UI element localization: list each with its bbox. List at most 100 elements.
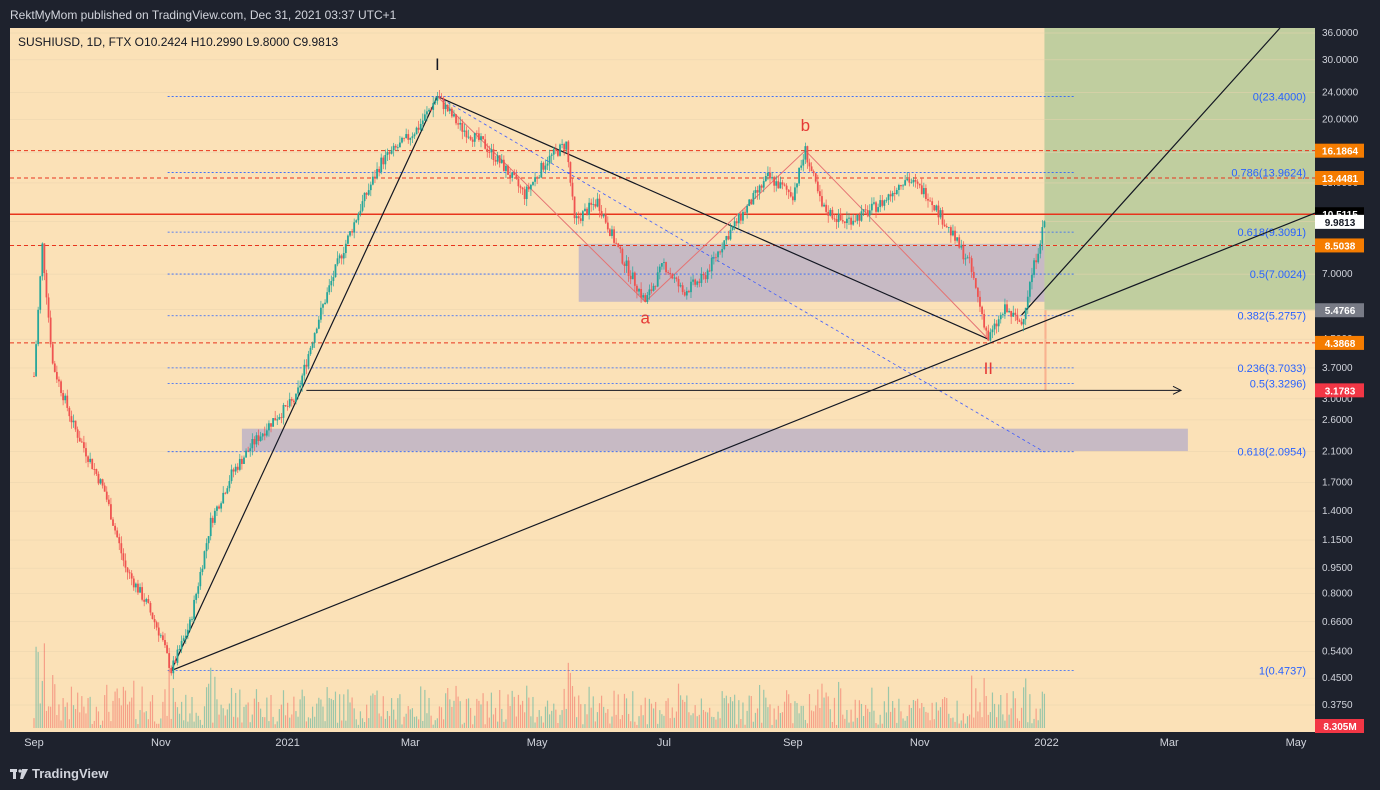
candle-body: [868, 210, 871, 216]
volume-bar: [646, 724, 648, 728]
volume-bar: [226, 709, 228, 728]
volume-bar: [470, 707, 472, 728]
volume-bar: [738, 700, 740, 728]
candle-body: [494, 159, 497, 162]
candle-body: [288, 399, 291, 407]
volume-bar: [382, 696, 384, 728]
volume-bar: [276, 721, 278, 728]
volume-bar: [869, 711, 871, 728]
volume-bar: [403, 716, 405, 728]
price-chart[interactable]: 0(23.4000) 0.786(13.9624) 0.618(9.3091) 0.5…: [0, 28, 1380, 752]
volume-bar: [43, 643, 45, 728]
candle-body: [359, 210, 362, 214]
candle-body: [571, 182, 574, 197]
candle-body: [823, 204, 825, 207]
volume-bar: [636, 724, 638, 728]
tradingview-logo[interactable]: TradingView: [10, 766, 108, 781]
volume-bar: [114, 691, 116, 728]
wave-label: II: [984, 359, 993, 378]
candle-body: [904, 180, 907, 186]
volume-bar: [1000, 694, 1002, 728]
volume-bar: [569, 672, 572, 728]
volume-bar: [702, 709, 705, 728]
volume-bar: [52, 675, 54, 728]
volume-bar: [62, 698, 64, 728]
volume-bar: [746, 710, 748, 728]
volume-bar: [761, 722, 763, 728]
volume-bar: [800, 705, 802, 728]
candle-body: [850, 217, 852, 225]
volume-bar: [862, 716, 865, 728]
volume-bar: [328, 697, 330, 728]
volume-bar: [509, 706, 511, 728]
candle-body: [752, 192, 755, 205]
candle-body: [405, 134, 408, 138]
candle-body: [983, 313, 986, 328]
y-tick-label: 2.1000: [1322, 446, 1353, 457]
candle-body: [775, 181, 778, 186]
volume-bar: [77, 692, 79, 728]
candle-body: [436, 96, 439, 101]
volume-bar: [212, 722, 214, 728]
candle-body: [182, 638, 185, 641]
time-axis[interactable]: Sep Nov 2021 Mar May Jul Sep Nov 2022 Mar May: [24, 737, 1307, 749]
price-tag: [1315, 383, 1364, 398]
candle-body: [685, 290, 688, 296]
candle-body: [656, 272, 659, 287]
volume-bar: [1014, 698, 1016, 728]
candle-body: [62, 392, 65, 401]
candle-body: [848, 217, 850, 219]
candle-body: [114, 525, 116, 531]
candle-body: [378, 168, 381, 173]
volume-bar: [638, 716, 640, 728]
volume-bar: [723, 698, 725, 728]
volume-bar: [1004, 720, 1006, 728]
candle-body: [721, 249, 724, 253]
candle-body: [758, 185, 761, 193]
volume-bar: [792, 723, 794, 728]
volume-bar: [977, 711, 979, 728]
volume-bar: [763, 689, 765, 728]
volume-bar: [815, 705, 817, 728]
volume-bar: [917, 698, 919, 728]
volume-bar: [682, 699, 684, 728]
candle-body: [282, 405, 285, 418]
volume-bar: [609, 723, 611, 728]
candle-body: [519, 186, 522, 188]
volume-bar: [445, 693, 447, 728]
candle-body: [120, 543, 123, 554]
candle-body: [209, 517, 212, 537]
volume-bar: [124, 690, 127, 728]
volume-bar: [925, 711, 927, 728]
volume-bar: [588, 686, 590, 728]
volume-bar: [819, 708, 821, 728]
volume-bar: [661, 714, 663, 728]
volume-bar: [189, 713, 191, 728]
volume-bar: [835, 724, 838, 728]
volume-bar: [129, 701, 131, 728]
candle-body: [540, 162, 543, 178]
volume-bar: [717, 711, 719, 728]
candle-body: [230, 469, 233, 482]
volume-bar: [216, 699, 218, 728]
volume-bar: [948, 713, 950, 728]
volume-bar: [578, 695, 580, 728]
fib-label: 0.618(2.0954): [1238, 447, 1307, 459]
volume-bar: [418, 719, 420, 728]
candle-body: [875, 202, 877, 212]
candle-body: [484, 139, 487, 149]
candle-body: [303, 364, 306, 376]
volume-bar: [1025, 678, 1027, 728]
fib-label: 0.618(9.3091): [1238, 227, 1307, 239]
price-tag-value: 5.4766: [1325, 306, 1356, 317]
volume-bar: [546, 700, 549, 728]
candle-body: [999, 314, 1002, 320]
candle-body: [546, 163, 549, 166]
candle-body: [236, 466, 239, 470]
volume-bar: [151, 695, 154, 728]
y-tick-label: 30.0000: [1322, 55, 1359, 66]
volume-bar: [293, 696, 295, 728]
candle-body: [598, 198, 601, 211]
volume-bar: [499, 689, 501, 728]
volume-bar: [339, 694, 341, 728]
